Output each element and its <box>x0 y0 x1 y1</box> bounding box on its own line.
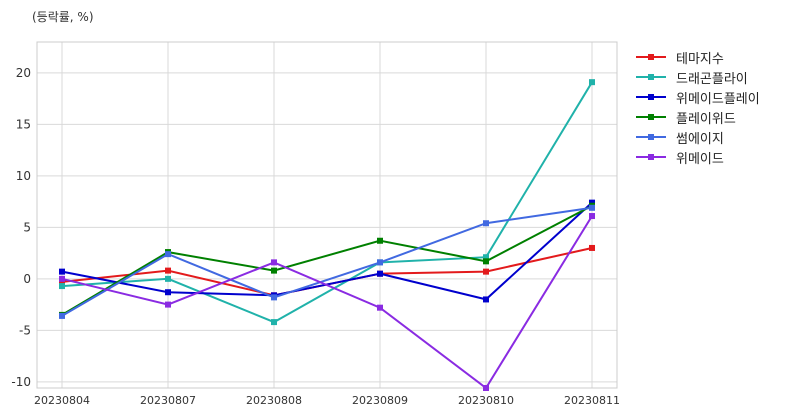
data-point <box>377 259 383 266</box>
legend-item: 위메이드플레이 <box>636 87 760 107</box>
data-point <box>483 385 489 391</box>
unit-label: (등락률, %) <box>32 10 94 24</box>
legend-item: 썸에이지 <box>636 127 760 147</box>
x-tick-label: 20230811 <box>564 394 620 407</box>
data-point <box>589 79 595 86</box>
y-tick-label: 5 <box>23 220 31 234</box>
y-tick-label: 0 <box>23 272 31 286</box>
data-point <box>589 213 595 220</box>
y-tick-label: 15 <box>16 117 31 131</box>
legend-label: 플레이위드 <box>676 111 736 127</box>
legend-swatch <box>636 51 666 63</box>
plot-area <box>37 42 617 388</box>
data-point <box>59 275 65 282</box>
data-point <box>165 267 171 274</box>
data-point <box>59 278 65 285</box>
series-line <box>61 206 593 317</box>
legend-label: 위메이드플레이 <box>676 91 760 107</box>
data-point <box>589 204 595 211</box>
data-point <box>483 220 489 227</box>
data-point <box>271 319 277 326</box>
legend-label: 테마지수 <box>676 51 724 67</box>
data-point <box>483 296 489 303</box>
y-tick-label: 20 <box>16 66 31 80</box>
data-point <box>165 289 171 296</box>
data-point <box>377 270 383 277</box>
legend-marker <box>648 94 654 100</box>
series-line <box>61 81 593 324</box>
x-tick-label: 20230807 <box>140 394 196 407</box>
legend-label: 위메이드 <box>676 151 724 167</box>
data-point <box>589 244 595 251</box>
data-point <box>165 251 171 258</box>
legend-marker <box>648 114 654 120</box>
legend-item: 위메이드 <box>636 147 760 167</box>
data-point <box>271 294 277 301</box>
legend-marker <box>648 74 654 80</box>
x-tick-label: 20230804 <box>34 394 90 407</box>
y-tick-label: -5 <box>19 323 31 337</box>
x-tick-label: 20230810 <box>458 394 514 407</box>
legend-item: 드래곤플라이 <box>636 67 760 87</box>
series-line <box>61 215 593 390</box>
series-line <box>61 204 593 316</box>
data-point <box>165 301 171 308</box>
data-point <box>59 312 65 319</box>
data-point <box>377 304 383 311</box>
legend-swatch <box>636 131 666 143</box>
data-point <box>589 199 595 206</box>
data-point <box>483 254 489 261</box>
y-tick-label: 10 <box>16 169 31 183</box>
data-point <box>59 268 65 275</box>
data-point <box>483 268 489 275</box>
legend-swatch <box>636 111 666 123</box>
data-point <box>59 283 65 290</box>
data-point <box>377 237 383 244</box>
x-tick-label: 20230809 <box>352 394 408 407</box>
legend-item: 플레이위드 <box>636 107 760 127</box>
legend-marker <box>648 154 654 160</box>
legend-label: 드래곤플라이 <box>676 71 748 87</box>
data-point <box>271 267 277 274</box>
legend-marker <box>648 134 654 140</box>
legend-swatch <box>636 71 666 83</box>
data-point <box>165 275 171 282</box>
legend-marker <box>648 54 654 60</box>
plot-frame <box>36 41 618 389</box>
legend-label: 썸에이지 <box>676 131 724 147</box>
data-point <box>483 258 489 265</box>
legend-item: 테마지수 <box>636 47 760 67</box>
legend-swatch <box>636 151 666 163</box>
legend-swatch <box>636 91 666 103</box>
x-tick-label: 20230808 <box>246 394 302 407</box>
data-point <box>271 259 277 266</box>
y-tick-label: -10 <box>11 375 31 389</box>
